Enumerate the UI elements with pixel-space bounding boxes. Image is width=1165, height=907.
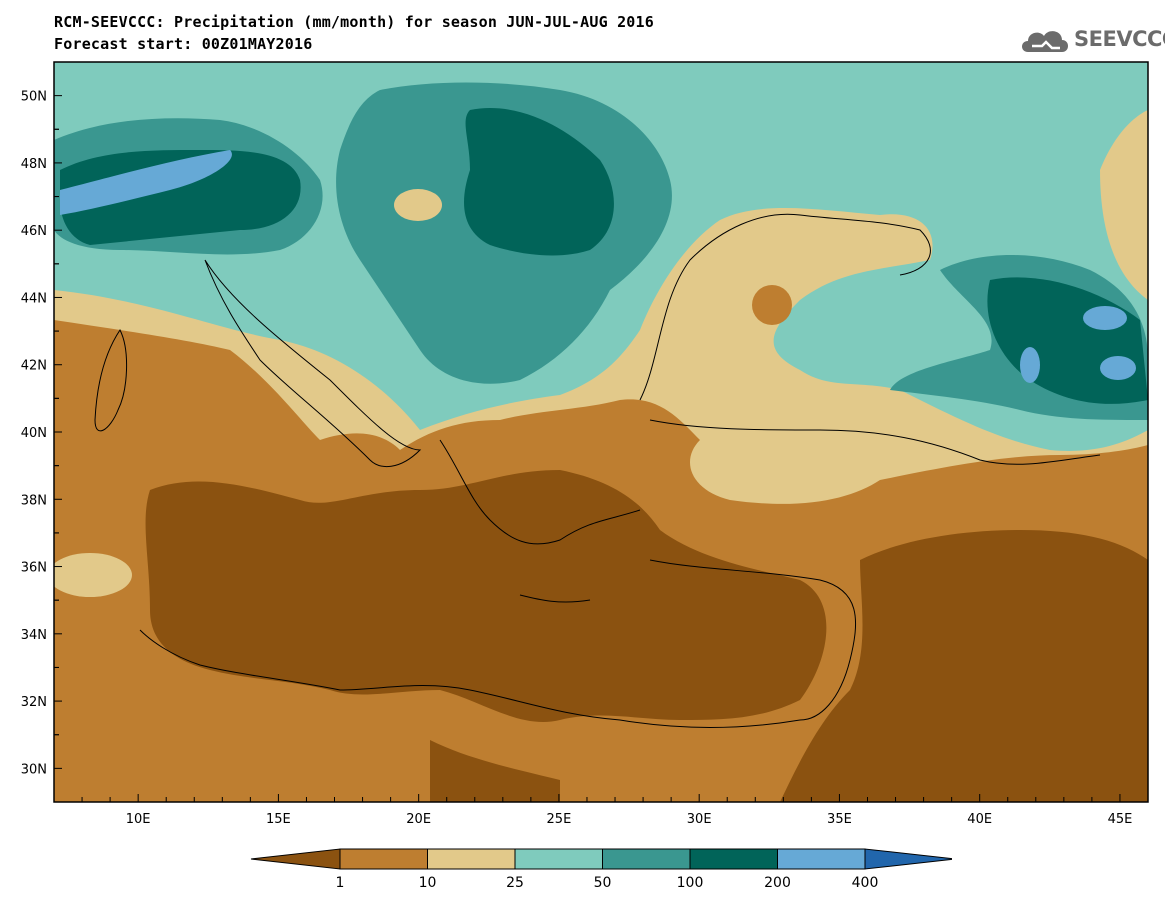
tan-pocket-pannonia: [394, 189, 442, 221]
lon-tick-label: 35E: [827, 812, 852, 827]
legend-label: 50: [593, 875, 612, 891]
legend-label: 10: [418, 875, 437, 891]
tan-patch-tunisia: [54, 553, 132, 597]
wet-zone-dark-carpathians: [464, 108, 614, 256]
forecast-start-label: Forecast start: 00Z01MAY2016: [54, 35, 313, 53]
lat-tick-label: 40N: [21, 426, 47, 441]
lat-tick-label: 34N: [21, 628, 47, 643]
dry-zone-tan-east: [1100, 110, 1148, 300]
cloud-icon: [1022, 31, 1068, 52]
lat-tick-label: 44N: [21, 291, 47, 306]
lon-tick-label: 45E: [1108, 812, 1133, 827]
dry-zone-dark: [145, 470, 827, 723]
map-fill-layer: [54, 62, 1148, 802]
legend-swatch-min: [250, 848, 341, 870]
color-legend: 1 10 25 50 100 200 400: [250, 848, 956, 898]
lat-tick-label: 36N: [21, 561, 47, 576]
lat-tick-label: 32N: [21, 695, 47, 710]
wet-zone-dark-alps: [60, 150, 301, 245]
legend-label: 400: [851, 875, 879, 891]
legend-label: 1: [335, 875, 345, 891]
very-wet-caucasus-2: [1020, 347, 1040, 383]
legend-swatch: [427, 848, 516, 870]
lon-tick-label: 30E: [687, 812, 712, 827]
legend-swatch: [514, 848, 603, 870]
lon-tick-label: 20E: [406, 812, 431, 827]
very-wet-alps: [60, 150, 232, 215]
dry-zone-dark-southeast: [780, 530, 1148, 802]
legend-bar: [250, 848, 956, 870]
very-wet-caucasus-1: [1083, 306, 1127, 330]
latitude-axis: 50N 48N 46N 44N 42N 40N 38N 36N 34N 32N 30N: [21, 61, 62, 803]
very-wet-caucasus-3: [1100, 356, 1136, 380]
legend-swatch: [602, 848, 691, 870]
logo-text: SEEVCCC: [1074, 27, 1165, 51]
brown-pocket-black-sea: [752, 285, 792, 325]
legend-swatch-max: [864, 848, 956, 870]
legend-label: 25: [506, 875, 524, 891]
chart-title: RCM-SEEVCCC: Precipitation (mm/month) fo…: [54, 13, 654, 31]
lat-tick-label: 30N: [21, 762, 47, 777]
legend-swatch: [689, 848, 778, 870]
longitude-axis: 10E 15E 20E 25E 30E 35E 40E 45E: [81, 794, 1149, 827]
lon-tick-label: 10E: [126, 812, 151, 827]
lat-tick-label: 50N: [21, 90, 47, 105]
legend-label: 200: [764, 875, 791, 891]
lon-tick-label: 40E: [967, 812, 992, 827]
lon-tick-label: 15E: [266, 812, 291, 827]
seevccc-logo: SEEVCCC: [1018, 22, 1165, 58]
lat-tick-label: 42N: [21, 359, 47, 374]
lat-tick-label: 46N: [21, 224, 47, 239]
legend-swatch: [777, 848, 866, 870]
dry-zone-dark-south: [430, 740, 560, 802]
lat-tick-label: 38N: [21, 493, 47, 508]
lat-tick-label: 48N: [21, 157, 47, 172]
coastlines: [94, 213, 1101, 728]
legend-swatch: [339, 848, 428, 870]
lon-tick-label: 25E: [547, 812, 572, 827]
legend-label: 100: [676, 875, 704, 891]
